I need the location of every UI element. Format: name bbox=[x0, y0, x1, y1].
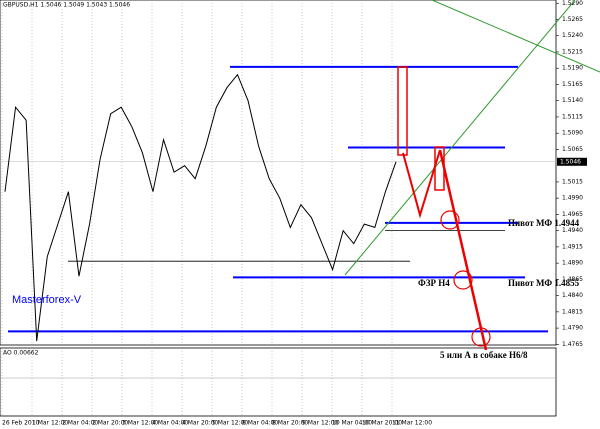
y-tick-label: 1.4890 bbox=[562, 260, 583, 267]
y-tick-label: 1.4790 bbox=[562, 325, 583, 332]
target-circle bbox=[453, 270, 473, 290]
y-tick-label: 1.4965 bbox=[562, 211, 583, 218]
y-tick-label: 1.4865 bbox=[562, 276, 583, 283]
x-tick-label: 8 Mar 20:00 bbox=[272, 420, 308, 427]
x-tick-label: 8 Mar 04:00 bbox=[242, 420, 278, 427]
x-tick-label: 26 Feb 2010 bbox=[2, 420, 40, 427]
annotation: ФЗР H4 bbox=[418, 278, 450, 288]
trend-line bbox=[344, 0, 576, 276]
main-frame bbox=[0, 0, 557, 346]
y-tick-label: 1.4940 bbox=[562, 227, 583, 234]
projection-path bbox=[402, 149, 441, 219]
y-tick-label: 1.4815 bbox=[562, 308, 583, 315]
y-tick-label: 1.4840 bbox=[562, 292, 583, 299]
y-tick-label: 1.4915 bbox=[562, 243, 583, 250]
annotation: Пивот МФ 1.4944 bbox=[508, 218, 580, 228]
y-tick-label: 1.5265 bbox=[562, 16, 583, 23]
target-circle bbox=[471, 327, 491, 347]
x-tick-label: 5 Mar 12:00 bbox=[212, 420, 248, 427]
y-tick-label: 1.5115 bbox=[562, 113, 583, 120]
x-tick-label: 10 Mar 04:00 bbox=[332, 420, 372, 427]
y-tick-label: 1.5215 bbox=[562, 48, 583, 55]
x-tick-label: 9 Mar 12:00 bbox=[302, 420, 338, 427]
x-tick-label: 4 Mar 20:00 bbox=[182, 420, 218, 427]
y-tick-label: 1.5240 bbox=[562, 32, 583, 39]
annotation: Masterforex-V bbox=[12, 294, 82, 306]
current-price-box bbox=[557, 157, 587, 166]
annotation: Пивот МФ 1.4855 bbox=[508, 278, 580, 288]
y-tick-label: 1.5190 bbox=[562, 65, 583, 72]
price-line bbox=[4, 73, 397, 342]
indicator-label: AO 0.00662 bbox=[3, 350, 39, 357]
y-tick-label: 1.5140 bbox=[562, 97, 583, 104]
chart-title: GBPUSD,H1 1.5046 1.5049 1.5043 1.5046 bbox=[3, 2, 130, 9]
y-tick-label: 1.4990 bbox=[562, 195, 583, 202]
x-tick-label: 3 Mar 12:00 bbox=[122, 420, 158, 427]
annotation: 5 или А в собаке H6/8 bbox=[440, 350, 528, 360]
x-tick-label: 4 Mar 04:00 bbox=[152, 420, 188, 427]
y-tick-label: 1.5090 bbox=[562, 130, 583, 137]
trend-line bbox=[431, 0, 600, 73]
projection-box bbox=[397, 66, 408, 156]
y-tick-label: 1.5065 bbox=[562, 146, 583, 153]
x-tick-label: 2 Mar 04:00 bbox=[62, 420, 98, 427]
current-price-label: 1.5046 bbox=[560, 158, 581, 165]
x-tick-label: 2 Mar 20:00 bbox=[92, 420, 128, 427]
x-tick-label: 10 Mar 20:00 bbox=[362, 420, 402, 427]
projection-path bbox=[438, 149, 488, 351]
y-tick-label: 1.4765 bbox=[562, 341, 583, 348]
x-tick-label: 11 Mar 12:00 bbox=[392, 420, 432, 427]
x-tick-label: 1 Mar 12:00 bbox=[32, 420, 68, 427]
indicator-frame bbox=[0, 347, 557, 417]
target-circle bbox=[440, 210, 460, 230]
y-tick-label: 1.5165 bbox=[562, 81, 583, 88]
y-tick-label: 1.5015 bbox=[562, 178, 583, 185]
